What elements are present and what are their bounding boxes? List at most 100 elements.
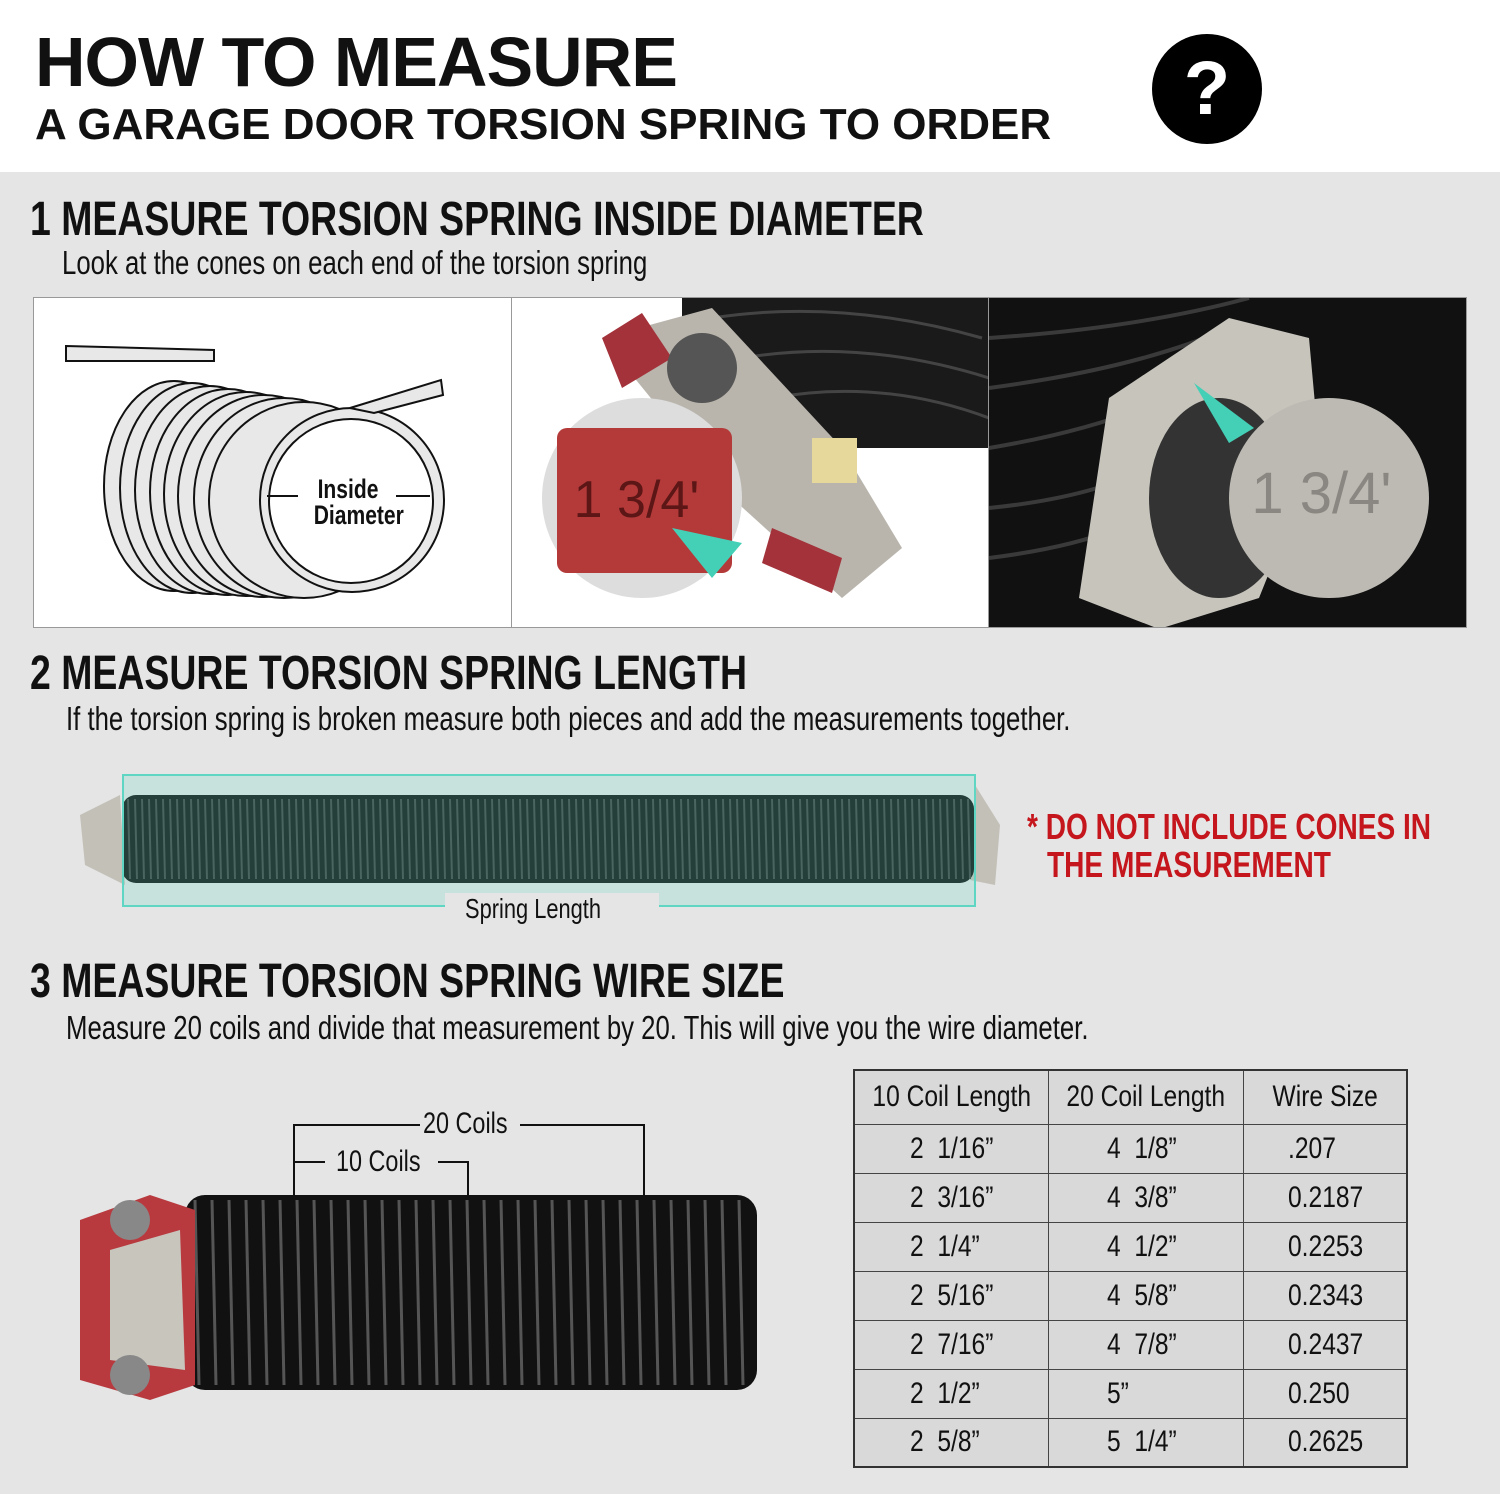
step3-title-text: 3 MEASURE TORSION SPRING WIRE SIZE: [30, 955, 785, 1008]
spring-coil: [589, 798, 593, 880]
spring-length-text: Spring Length: [465, 893, 602, 924]
spring-coil: [547, 798, 551, 880]
table-cell: .207: [1242, 1123, 1408, 1174]
spring-coil: [876, 798, 880, 880]
spring-coil: [694, 798, 698, 880]
table-header-row: 10 Coil Length 20 Coil Length Wire Size: [853, 1069, 1408, 1125]
table-cell: 4 5/8”: [1048, 1270, 1244, 1321]
spring-coil: [904, 798, 908, 880]
spring-coil: [890, 798, 894, 880]
coil-diagram: Inside Diameter: [34, 298, 512, 627]
step1-subtitle-text: Look at the cones on each end of the tor…: [62, 244, 648, 281]
spring-coil: [127, 798, 131, 880]
step1-subtitle: Look at the cones on each end of the tor…: [62, 244, 812, 282]
spring-coil: [141, 798, 145, 880]
spring-coil: [482, 1199, 490, 1386]
spring-coil: [960, 798, 964, 880]
step3-subtitle-text: Measure 20 coils and divide that measure…: [66, 1009, 1089, 1046]
spring-coil: [448, 1199, 456, 1386]
table-cell: 4 3/8”: [1048, 1172, 1244, 1223]
spring-coil: [686, 1199, 694, 1386]
spring-coil: [939, 798, 943, 880]
spring-coil: [484, 798, 488, 880]
spring-coil: [708, 798, 712, 880]
spring-coil: [584, 1199, 592, 1386]
step1-title: 1 MEASURE TORSION SPRING INSIDE DIAMETER: [30, 192, 1176, 247]
spring-coil: [687, 798, 691, 880]
spring-coil: [329, 1199, 337, 1386]
table-row: 2 5/8” 5 1/4” 0.2625: [853, 1417, 1408, 1468]
step3-title: 3 MEASURE TORSION SPRING WIRE SIZE: [30, 954, 997, 1009]
spring-coil: [365, 798, 369, 880]
spring-coil: [554, 798, 558, 880]
spring-coil: [162, 798, 166, 880]
table-cell: 0.250: [1242, 1368, 1408, 1419]
spring-coil: [261, 1199, 269, 1386]
wire-size-image: [80, 1124, 757, 1400]
table-cell: 5 1/4”: [1048, 1417, 1244, 1468]
table-row: 2 7/16” 4 7/8” 0.2437: [853, 1319, 1408, 1370]
spring-coil: [561, 798, 565, 880]
table-cell: 0.2437: [1242, 1319, 1408, 1370]
spring-coil: [645, 798, 649, 880]
spring-coil: [278, 1199, 286, 1386]
spring-coil: [379, 798, 383, 880]
spring-coil: [582, 798, 586, 880]
cone-marking-silver: 1 3/4': [1251, 461, 1392, 526]
spring-coil: [953, 798, 957, 880]
spring-coil: [225, 798, 229, 880]
inside-label-line2: Diameter: [313, 500, 404, 530]
table-cell: 0.2187: [1242, 1172, 1408, 1223]
inside-diameter-label: Inside Diameter: [301, 476, 404, 529]
spring-coil: [567, 1199, 575, 1386]
spring-coil: [617, 798, 621, 880]
spring-length-label: Spring Length: [445, 893, 660, 925]
spring-coil: [253, 798, 257, 880]
spring-coil: [358, 798, 362, 880]
spring-coil: [463, 798, 467, 880]
spring-coil: [635, 1199, 643, 1386]
spring-coil: [407, 798, 411, 880]
silver-cone-image: [989, 298, 1467, 627]
spring-coil: [848, 798, 852, 880]
spring-coil: [720, 1199, 728, 1386]
spring-coil: [603, 798, 607, 880]
spring-coil: [897, 798, 901, 880]
spring-coil: [737, 1199, 745, 1386]
spring-coil: [134, 798, 138, 880]
spring-coil: [431, 1199, 439, 1386]
spring-coil: [701, 798, 705, 880]
spring-coil: [610, 798, 614, 880]
spring-coil: [568, 798, 572, 880]
table-cell: 4 1/2”: [1048, 1221, 1244, 1272]
header-20-coil: 20 Coil Length: [1048, 1069, 1244, 1125]
spring-coil: [244, 1199, 252, 1386]
spring-coil: [428, 798, 432, 880]
spring-coil: [465, 1199, 473, 1386]
label-10-text: 10 Coils: [336, 1145, 421, 1178]
spring-coil: [827, 798, 831, 880]
spring-coil: [239, 798, 243, 880]
spring-coil: [295, 798, 299, 880]
spring-coil: [862, 798, 866, 880]
spring-length-image: [80, 774, 1000, 907]
spring-coil: [757, 798, 761, 880]
spring-coil: [806, 798, 810, 880]
step2-subtitle-text: If the torsion spring is broken measure …: [66, 700, 1071, 737]
spring-coil: [869, 798, 873, 880]
label-20-text: 20 Coils: [423, 1107, 508, 1140]
spring-coil: [397, 1199, 405, 1386]
spring-coil: [312, 1199, 320, 1386]
spring-coil: [183, 798, 187, 880]
spring-coil: [750, 798, 754, 880]
header-wire-size: Wire Size: [1242, 1069, 1408, 1125]
spring-coil: [631, 798, 635, 880]
spring-coil: [638, 798, 642, 880]
spring-coil: [526, 798, 530, 880]
spring-coil: [918, 798, 922, 880]
spring-coil: [932, 798, 936, 880]
spring-coil: [295, 1199, 303, 1386]
red-cone-image: [541, 298, 989, 598]
spring-coil: [330, 798, 334, 880]
spring-coil: [669, 1199, 677, 1386]
